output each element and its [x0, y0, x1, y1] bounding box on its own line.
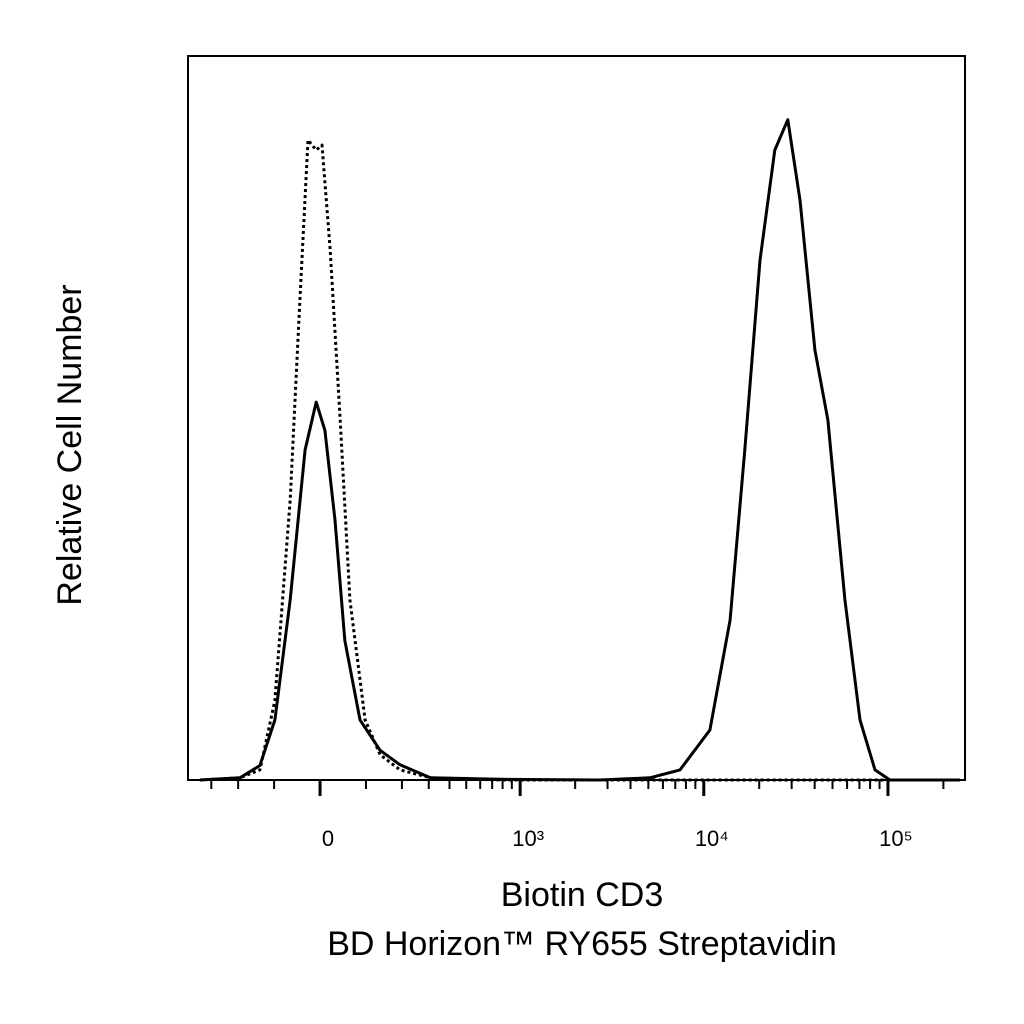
x-tick-label: 10⁴	[695, 826, 729, 851]
y-axis-label: Relative Cell Number	[51, 284, 89, 605]
histogram-line	[199, 118, 960, 782]
x-tick-label: 0	[322, 826, 334, 851]
x-tick-label: 10³	[512, 826, 544, 851]
x-axis-label: BD Horizon™ RY655 Streptavidin	[327, 925, 837, 963]
plot-frame	[187, 55, 966, 781]
histogram-line	[199, 138, 960, 782]
x-axis-label: Biotin CD3	[501, 876, 664, 914]
x-tick-label: 10⁵	[879, 826, 913, 851]
